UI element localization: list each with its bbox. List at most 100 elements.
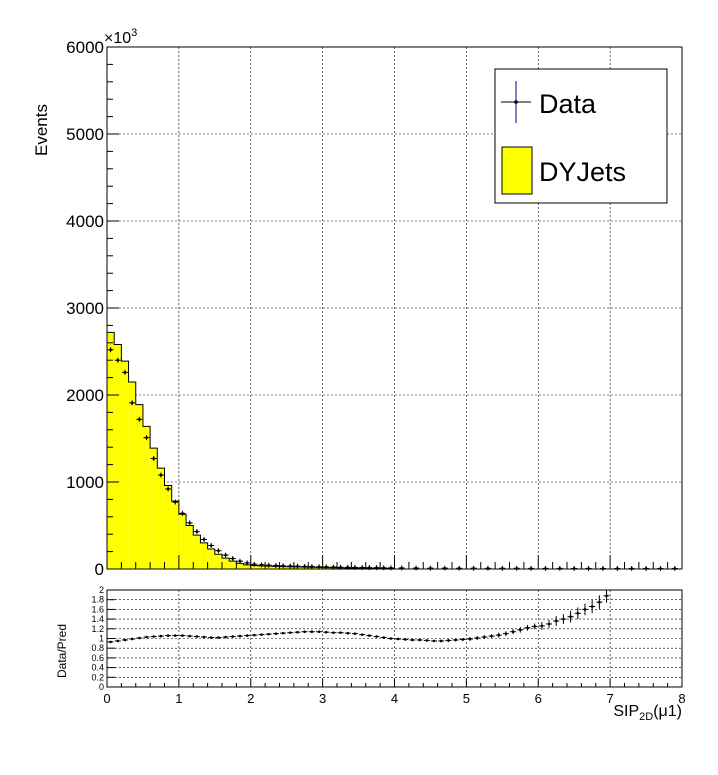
y-exponent-power: 3 xyxy=(131,27,137,39)
data-point xyxy=(109,348,112,352)
ratio-point xyxy=(598,600,601,604)
ratio-point xyxy=(425,639,429,642)
y-tick-label: 2000 xyxy=(66,386,104,405)
data-point xyxy=(166,487,170,491)
dyjets-bin xyxy=(200,542,208,569)
ratio-y-tick-label: 1.4 xyxy=(91,614,104,624)
ratio-point xyxy=(188,634,191,638)
dyjets-bin xyxy=(207,548,215,569)
data-point xyxy=(375,566,378,569)
ratio-point xyxy=(324,630,328,634)
data-point xyxy=(360,566,364,569)
data-point xyxy=(209,544,213,547)
dyjets-bin xyxy=(135,404,143,569)
data-point xyxy=(116,358,120,362)
ratio-point xyxy=(332,631,335,634)
ratio-point xyxy=(288,631,292,634)
legend-dyjets-label: DYJets xyxy=(539,157,626,187)
dyjets-bin xyxy=(114,344,122,569)
data-point xyxy=(260,563,263,567)
ratio-point xyxy=(130,637,134,641)
ratio-point xyxy=(511,630,515,634)
ratio-point xyxy=(209,636,213,639)
ratio-point xyxy=(181,634,184,637)
data-point xyxy=(138,418,141,421)
dyjets-bin xyxy=(186,525,194,569)
y-tick-label: 5000 xyxy=(66,125,104,144)
dyjets-bin xyxy=(193,535,201,569)
ratio-point xyxy=(432,639,436,643)
data-point xyxy=(310,565,314,568)
ratio-point xyxy=(418,638,421,642)
ratio-point xyxy=(468,637,472,641)
main-histogram-panel: 0 1000 2000 3000 4000 5000 6000 Events ×103 Da… xyxy=(32,27,683,579)
ratio-y-tick-label: 2 xyxy=(99,585,104,595)
dyjets-bin xyxy=(142,426,151,569)
ratio-point xyxy=(562,617,565,621)
ratio-y-tick-label: 1.2 xyxy=(91,624,104,634)
data-point xyxy=(159,473,163,477)
ratio-point xyxy=(497,633,501,637)
data-point xyxy=(353,566,357,569)
ratio-point xyxy=(166,634,170,637)
ratio-point xyxy=(389,637,393,640)
ratio-point xyxy=(547,622,551,626)
ratio-point xyxy=(353,632,357,635)
ratio-y-tick-label: 1.8 xyxy=(91,595,104,605)
data-point xyxy=(130,401,134,405)
dyjets-bin xyxy=(214,554,222,569)
data-point xyxy=(253,562,256,566)
dyjets-bin xyxy=(171,501,179,569)
legend-dyjets-swatch xyxy=(501,146,533,195)
dyjets-bin xyxy=(121,361,129,569)
x-tick-label: 4 xyxy=(391,691,398,706)
dyjets-bin xyxy=(157,468,165,569)
ratio-panel: 00.20.40.60.811.21.41.61.820 1 2 3 4 5 6 7 8 Dat… xyxy=(55,585,686,723)
ratio-point xyxy=(202,635,206,639)
data-point xyxy=(202,538,206,541)
ratio-point xyxy=(317,630,321,634)
ratio-point xyxy=(116,639,120,643)
x-tick-label: 0 xyxy=(103,691,110,706)
dyjets-bin xyxy=(229,561,237,569)
y-tick-label: 3000 xyxy=(66,299,104,318)
ratio-point xyxy=(576,611,580,615)
ratio-point xyxy=(159,634,163,638)
ratio-axis-ticks: 00.20.40.60.811.21.41.61.820 1 2 3 4 5 6 7 8 xyxy=(91,585,685,706)
data-point xyxy=(145,436,148,439)
ratio-point xyxy=(490,634,493,638)
y-tick-label: 0 xyxy=(95,560,104,579)
ratio-point xyxy=(346,631,350,635)
ratio-point xyxy=(145,635,148,639)
ratio-point xyxy=(583,608,587,611)
data-point xyxy=(231,557,235,560)
data-point xyxy=(288,564,292,568)
x-label-main: SIP xyxy=(613,703,639,720)
ratio-point xyxy=(403,638,407,641)
data-point xyxy=(274,564,278,567)
data-point xyxy=(339,565,342,569)
ratio-point xyxy=(396,637,400,641)
data-point xyxy=(346,566,350,569)
dyjets-bin xyxy=(150,448,158,569)
ratio-point xyxy=(475,636,479,640)
ratio-point xyxy=(245,634,249,637)
data-point xyxy=(188,521,191,525)
ratio-point xyxy=(360,633,364,636)
x-label-suffix: (μ1) xyxy=(653,703,682,720)
ratio-point xyxy=(224,635,227,639)
x-label-subscript: 2D xyxy=(639,711,653,723)
x-tick-label: 1 xyxy=(175,691,182,706)
dyjets-bin xyxy=(222,558,230,569)
ratio-point xyxy=(260,633,263,636)
ratio-y-axis-label: Data/Pred xyxy=(55,624,69,678)
ratio-point xyxy=(123,638,127,642)
ratio-point xyxy=(138,636,141,640)
ratio-y-tick-label: 1.6 xyxy=(91,604,104,614)
legend-data-label: Data xyxy=(539,89,597,119)
dyjets-bin xyxy=(250,565,258,569)
ratio-grid xyxy=(107,590,682,687)
ratio-y-tick-label: 0 xyxy=(99,682,104,692)
ratio-point xyxy=(339,631,342,634)
